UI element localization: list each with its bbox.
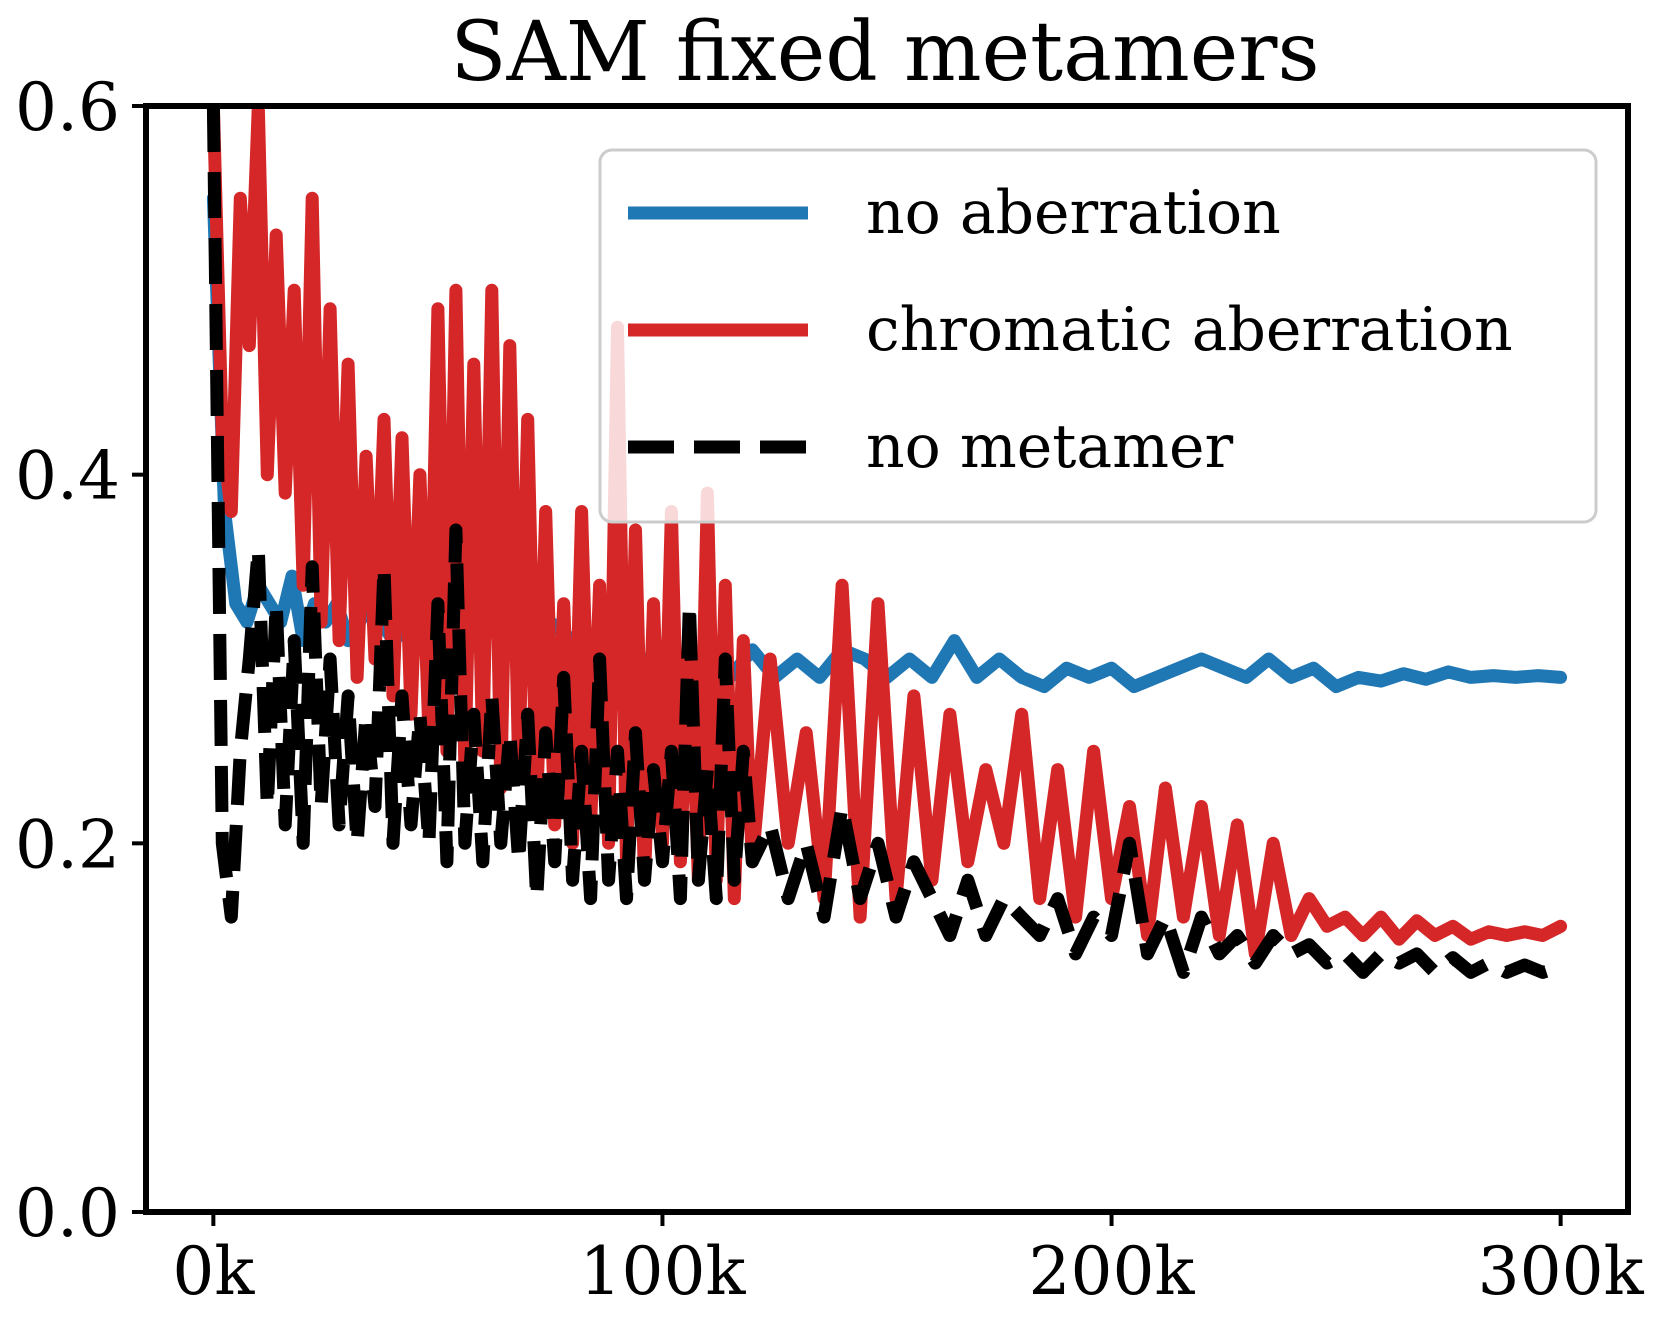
x-axis: 0k 100k 200k 300k bbox=[172, 1212, 1645, 1310]
series-line-chromatic-aberration bbox=[206, 106, 1568, 961]
y-tick-label: 0.6 bbox=[15, 69, 120, 146]
legend: no aberration chromatic aberration no meta… bbox=[598, 148, 1598, 524]
y-tick-label: 0.0 bbox=[15, 1175, 120, 1252]
legend-box bbox=[598, 148, 1598, 524]
y-axis: 0.0 0.2 0.4 0.6 bbox=[15, 69, 146, 1252]
y-tick-label: 0.2 bbox=[15, 806, 120, 883]
y-tick-label: 0.4 bbox=[15, 438, 120, 515]
x-tick-label: 100k bbox=[579, 1233, 746, 1310]
plot-frame bbox=[143, 103, 1631, 1215]
x-tick-label: 300k bbox=[1478, 1233, 1645, 1310]
series-line-no-metamer bbox=[206, 106, 1563, 979]
chart-title: SAM fixed metamers bbox=[450, 5, 1319, 100]
legend-label: chromatic aberration bbox=[866, 295, 1513, 365]
series-layer bbox=[206, 106, 1568, 979]
legend-label: no metamer bbox=[866, 412, 1234, 482]
x-tick-label: 200k bbox=[1029, 1233, 1196, 1310]
x-tick-label: 0k bbox=[172, 1233, 255, 1310]
legend-label: no aberration bbox=[866, 178, 1281, 248]
